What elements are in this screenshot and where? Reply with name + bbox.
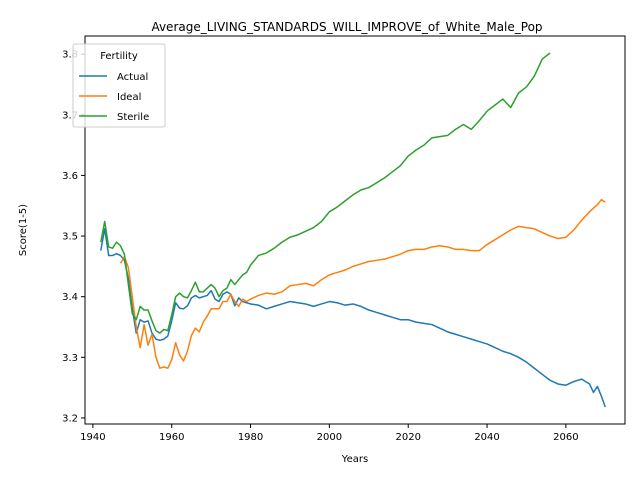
legend: Fertility Actual Ideal Sterile xyxy=(72,43,166,128)
y-tick-label: 3.6 xyxy=(62,171,78,182)
y-axis-label: Score(1-5) xyxy=(18,204,29,256)
ticks-layer: 1940 1960 1980 2000 2020 2040 2060 3.2 3.3 3.4 3.5… xyxy=(62,50,579,443)
legend-label-ideal: Ideal xyxy=(117,92,141,103)
x-tick-label: 1940 xyxy=(80,432,105,443)
legend-label-sterile: Sterile xyxy=(117,112,149,123)
plot-frame xyxy=(84,35,626,425)
x-tick-label: 1980 xyxy=(238,432,263,443)
series-line-ideal xyxy=(119,198,606,369)
legend-label-actual: Actual xyxy=(117,72,148,83)
x-tick-label: 2060 xyxy=(553,432,578,443)
y-tick-label: 3.2 xyxy=(62,413,78,424)
y-tick-label: 3.4 xyxy=(62,292,78,303)
x-tick-label: 2020 xyxy=(395,432,420,443)
y-tick-label: 3.3 xyxy=(62,353,78,364)
series-line-sterile xyxy=(100,52,551,334)
y-tick-label: 3.7 xyxy=(62,110,78,121)
legend-box xyxy=(72,43,166,128)
x-tick-label: 2040 xyxy=(474,432,499,443)
y-tick-label: 3.8 xyxy=(62,50,78,61)
chart-title: Average_LIVING_STANDARDS_WILL_IMPROVE_of… xyxy=(151,20,542,34)
series-layer xyxy=(100,52,606,408)
x-tick-label: 1960 xyxy=(159,432,184,443)
legend-title: Fertility xyxy=(100,51,138,62)
x-axis-label: Years xyxy=(341,454,368,465)
series-line-actual xyxy=(100,228,606,408)
y-tick-label: 3.5 xyxy=(62,232,78,243)
x-tick-label: 2000 xyxy=(317,432,342,443)
